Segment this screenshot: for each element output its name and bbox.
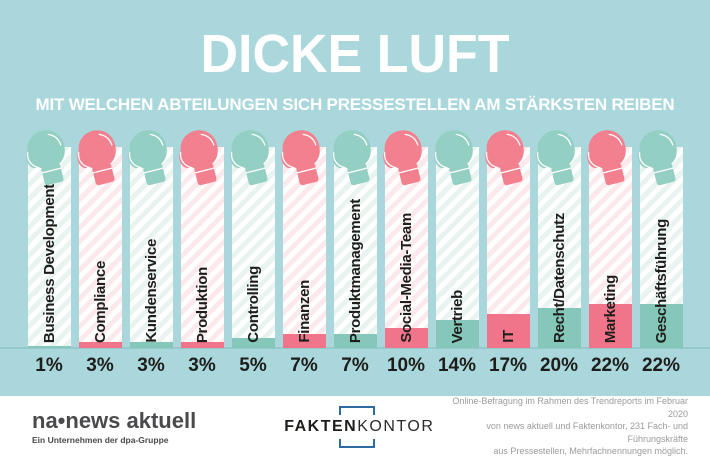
bar-fill [639, 303, 683, 348]
bar-column: IT 17% [485, 130, 530, 376]
bar-value: 3% [86, 355, 114, 376]
footer: na•news aktuell Ein Unternehmen der dpa-… [0, 396, 710, 457]
bar-fill [486, 313, 530, 348]
boxing-glove-icon [382, 129, 430, 186]
bar-label: Geschäftsführung [652, 218, 670, 343]
bar-value: 20% [539, 355, 579, 376]
chart-columns: Business Development 1% Compliance [0, 130, 710, 376]
bar-label: Finanzen [295, 280, 313, 343]
bar-fill [282, 333, 326, 348]
bar-value: 22% [590, 355, 630, 376]
bar-column: Produktion 3% [179, 130, 224, 376]
bar-column: Geschäftsführung 22% [638, 130, 683, 376]
bar-column: Produktmanagement 7% [332, 130, 377, 376]
bar-fill [129, 341, 173, 348]
bar-label: Kundenservice [142, 239, 160, 343]
bar-column: Controlling 5% [230, 130, 275, 376]
bar-value: 10% [386, 355, 426, 376]
bar-chart: Business Development 1% Compliance [0, 130, 710, 376]
bar-fill [78, 341, 122, 348]
boxing-glove-icon [178, 129, 226, 186]
news-aktuell-logo-tagline: Ein Unternehmen der dpa-Gruppe [32, 434, 169, 445]
bar-column: Kundenservice 3% [128, 130, 173, 376]
bracket-icon [339, 405, 376, 415]
bar-value: 3% [188, 355, 216, 376]
bar-fill [27, 346, 71, 348]
page-title: DICKE LUFT [200, 24, 510, 85]
boxing-glove-icon [586, 129, 634, 186]
faktenkontor-logo-light: KONTOR [357, 417, 435, 435]
boxing-glove-icon [127, 129, 175, 186]
bar-label: IT [499, 330, 517, 343]
bar-label: Social-Media-Team [397, 213, 415, 343]
bar-fill [333, 333, 377, 348]
boxing-glove-icon [280, 129, 328, 186]
bar-fill [537, 307, 581, 348]
faktenkontor-logo: FAKTENKONTOR [284, 405, 435, 448]
bar-label: Produktion [193, 266, 211, 343]
bracket-icon [339, 438, 376, 448]
boxing-glove-icon [484, 129, 532, 186]
bar-value: 22% [641, 355, 681, 376]
bar-value: 17% [488, 355, 528, 376]
bar-column: Social-Media-Team 10% [383, 130, 428, 376]
bar-label: Controlling [244, 266, 262, 343]
bar-label: Business Development [40, 183, 58, 343]
bar-fill [180, 341, 224, 348]
boxing-glove-icon [433, 129, 481, 186]
bar-label: Vertrieb [448, 289, 466, 343]
bar-column: Business Development 1% [26, 130, 71, 376]
source-line: Online-Befragung im Rahmen des Trendrepo… [452, 396, 688, 419]
bar-value: 7% [290, 355, 318, 376]
source-note: Online-Befragung im Rahmen des Trendrepo… [434, 395, 688, 457]
bar-fill [231, 337, 275, 348]
bar-label: Compliance [91, 260, 109, 343]
page-subtitle: MIT WELCHEN ABTEILUNGEN SICH PRESSESTELL… [35, 95, 675, 114]
boxing-glove-icon [331, 129, 379, 186]
bar-label: Produktmanagement [346, 198, 364, 343]
boxing-glove-icon [535, 129, 583, 186]
bar-column: Finanzen 7% [281, 130, 326, 376]
bar-value: 1% [35, 355, 63, 376]
bar-value: 5% [239, 355, 267, 376]
boxing-glove-icon [76, 129, 124, 186]
bar-column: Recht/Datenschutz 20% [536, 130, 581, 376]
bar-column: Marketing 22% [587, 130, 632, 376]
source-line: aus Pressestellen, Mehrfachnennungen mög… [493, 446, 688, 457]
boxing-glove-icon [25, 129, 73, 186]
faktenkontor-logo-bold: FAKTEN [284, 417, 358, 435]
news-aktuell-logo-text: na•news aktuell [32, 407, 197, 433]
bar-column: Vertrieb 14% [434, 130, 479, 376]
bar-label: Recht/Datenschutz [550, 213, 568, 343]
chart-baseline [0, 347, 710, 349]
bar-value: 14% [437, 355, 477, 376]
header: DICKE LUFT MIT WELCHEN ABTEILUNGEN SICH … [0, 0, 710, 115]
bar-fill [588, 303, 632, 348]
boxing-glove-icon [637, 129, 685, 186]
news-aktuell-logo: na•news aktuell Ein Unternehmen der dpa-… [32, 409, 196, 445]
source-line: von news aktuell und Faktenkontor, 231 F… [486, 421, 688, 444]
bar-fill [384, 327, 428, 348]
bar-value: 3% [137, 355, 165, 376]
boxing-glove-icon [229, 129, 277, 186]
bar-column: Compliance 3% [77, 130, 122, 376]
bar-label: Marketing [601, 274, 619, 343]
bar-fill [435, 319, 479, 348]
bar-value: 7% [341, 355, 369, 376]
